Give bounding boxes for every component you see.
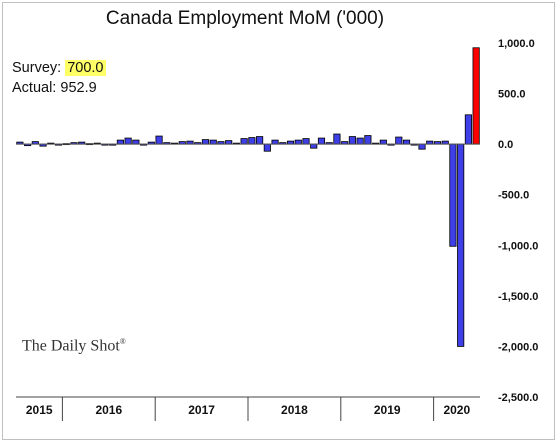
bar (302, 138, 310, 145)
y-tick-label: 1,000.0 (498, 38, 535, 50)
chart-frame (2, 2, 555, 440)
chart-title: Canada Employment MoM ('000) (105, 8, 385, 29)
bar (225, 140, 233, 145)
bar (402, 139, 411, 145)
bar (201, 139, 210, 145)
bar (418, 143, 426, 150)
x-category-label: 2019 (374, 403, 401, 417)
bar (263, 143, 271, 152)
bar (395, 136, 403, 145)
survey-value: 700.0 (65, 60, 106, 76)
bar (155, 135, 163, 145)
bar (356, 137, 364, 145)
y-tick-label: -1,500.0 (498, 291, 538, 303)
x-category-label: 2015 (26, 403, 53, 417)
y-tick-label: -500.0 (498, 190, 529, 202)
y-tick-label: 500.0 (498, 89, 526, 101)
actual-label: Actual: (12, 80, 57, 96)
y-tick-label: 0.0 (498, 139, 513, 151)
watermark: The Daily Shot® (22, 337, 126, 355)
bar (124, 137, 132, 145)
bar (116, 139, 124, 145)
bar (348, 136, 356, 145)
x-category-label: 2017 (188, 403, 215, 417)
bar (464, 114, 472, 145)
bar (240, 138, 248, 145)
bar (294, 139, 302, 145)
bar (271, 139, 279, 145)
bar (248, 137, 256, 145)
bar (364, 135, 372, 145)
bar (317, 137, 326, 145)
watermark-text: The Daily Shot (22, 337, 120, 355)
bar (333, 133, 341, 145)
y-tick-label: -1,000.0 (498, 240, 538, 252)
x-category-label: 2020 (443, 403, 470, 417)
survey-annotation: Survey: 700.0 (12, 60, 106, 76)
actual-value: 952.9 (60, 80, 97, 96)
bar (132, 139, 140, 145)
bar (449, 143, 457, 247)
x-category-label: 2016 (95, 403, 122, 417)
bar (457, 143, 465, 347)
actual-annotation: Actual: 952.9 (12, 80, 97, 96)
y-tick-label: -2,500.0 (498, 392, 538, 404)
bar (256, 136, 264, 145)
bar (379, 139, 387, 145)
y-tick-label: -2,000.0 (498, 341, 538, 353)
watermark-mark: ® (119, 337, 126, 346)
x-category-label: 2018 (281, 403, 308, 417)
bar (472, 47, 480, 145)
bar (310, 143, 318, 149)
survey-label: Survey: (12, 60, 62, 76)
bar (209, 139, 217, 145)
